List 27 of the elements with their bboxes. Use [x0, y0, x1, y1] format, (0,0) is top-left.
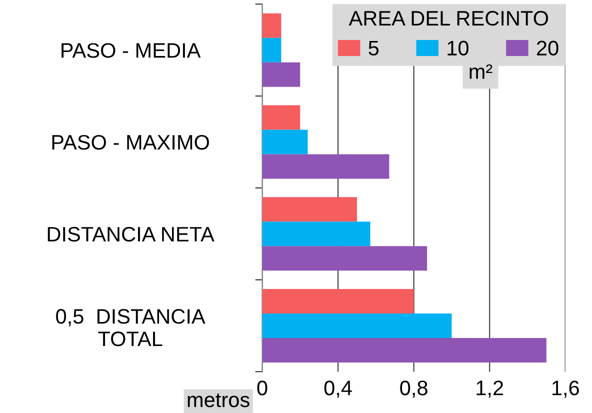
bar: [262, 222, 370, 246]
x-tick-label: 0: [257, 380, 268, 396]
bar: [262, 154, 390, 179]
x-axis-title: metros: [188, 394, 250, 408]
bar: [262, 62, 300, 87]
y-tick-label: PASO - MEDIA: [62, 43, 201, 58]
bar: [262, 130, 308, 154]
legend-label: 5: [368, 40, 379, 56]
bar: [262, 288, 414, 314]
x-tick-label: 0,4: [324, 380, 352, 398]
y-tick-label: DISTANCIA NETA: [48, 226, 214, 242]
bar: [262, 38, 282, 62]
y-tick-label: 0,5 DISTANCIA TOTAL: [56, 309, 206, 346]
y-tick-label: PASO - MAXIMO: [52, 134, 209, 150]
bar: [262, 13, 282, 38]
legend-label: 10: [448, 40, 468, 56]
x-tick-label: 1,6: [552, 380, 579, 398]
bar: [262, 314, 452, 338]
bar: [262, 105, 300, 130]
x-tick-label: 0,8: [400, 380, 428, 398]
x-tick-label: 1,2: [476, 380, 504, 398]
legend-title: AREA DEL RECINTO: [348, 10, 548, 26]
bar: [262, 197, 357, 222]
bar: [262, 338, 546, 363]
legend-label: 20: [536, 40, 558, 56]
bar: [262, 246, 428, 271]
annotation: m²: [470, 64, 492, 79]
